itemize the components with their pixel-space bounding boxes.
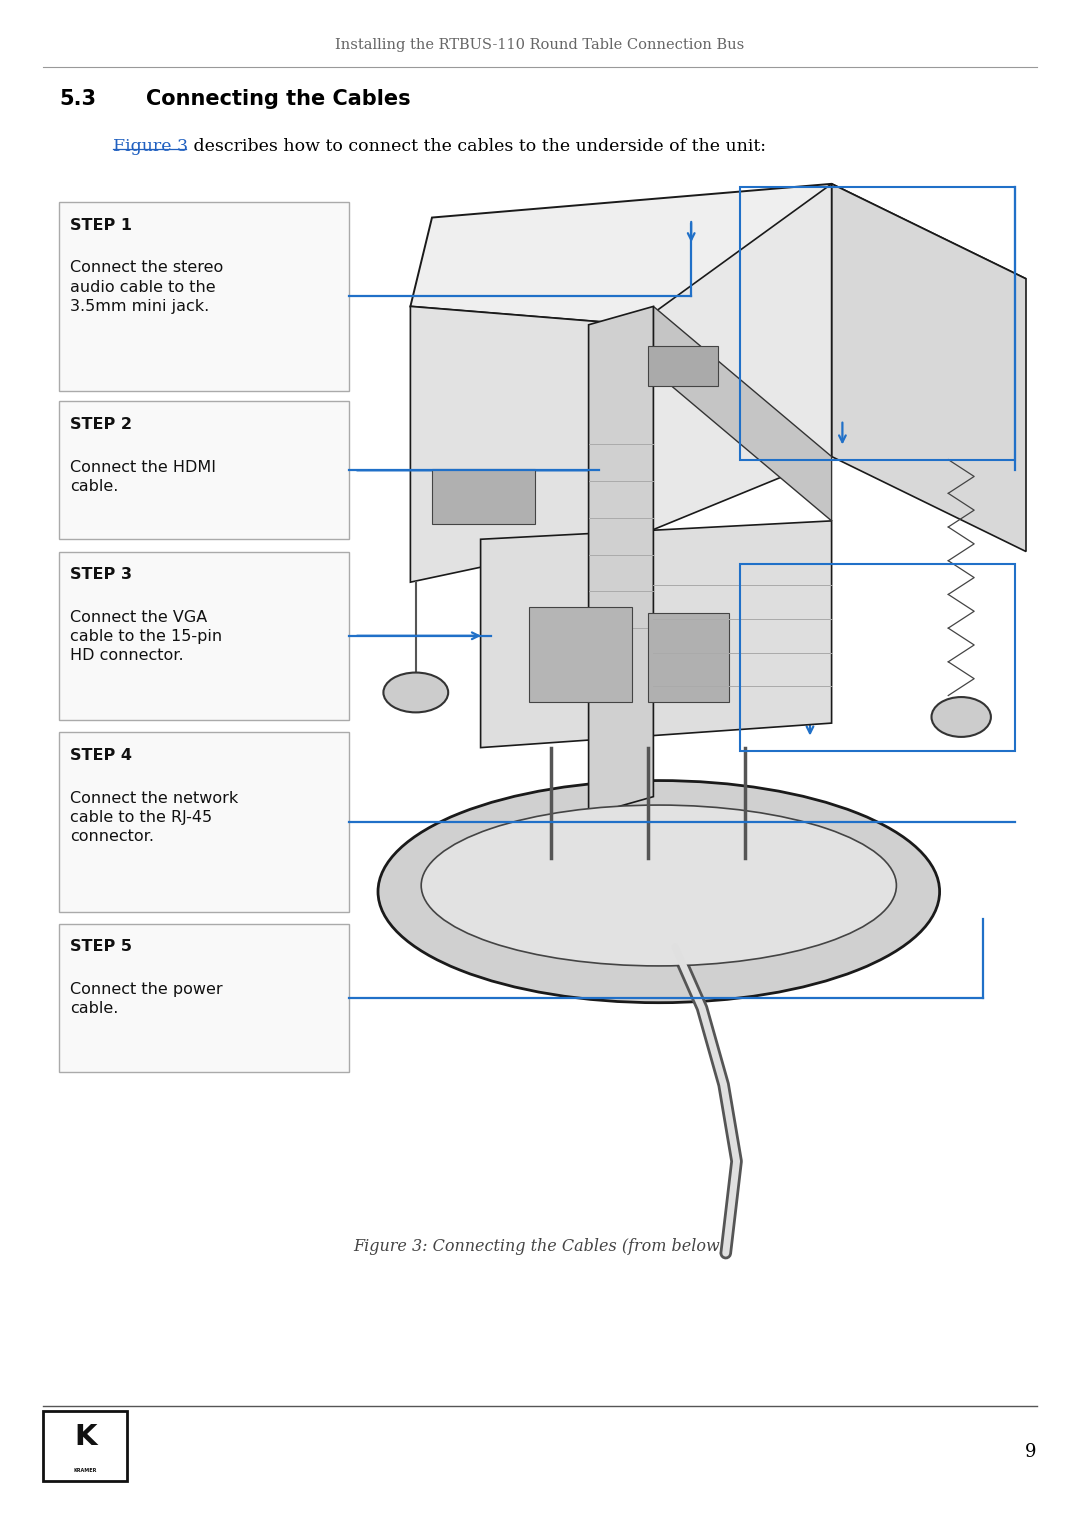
Text: KRAMER: KRAMER <box>73 1468 97 1474</box>
Bar <box>59 924 349 1072</box>
Text: STEP 2: STEP 2 <box>70 417 132 432</box>
Bar <box>59 732 349 912</box>
Text: STEP 3: STEP 3 <box>70 567 132 582</box>
Text: Connect the network
cable to the RJ-45
connector.: Connect the network cable to the RJ-45 c… <box>70 791 239 844</box>
Text: Installing the RTBUS-110 Round Table Connection Bus: Installing the RTBUS-110 Round Table Con… <box>336 38 744 52</box>
Text: Connect the VGA
cable to the 15-pin
HD connector.: Connect the VGA cable to the 15-pin HD c… <box>70 610 222 663</box>
Text: STEP 4: STEP 4 <box>70 748 132 763</box>
Ellipse shape <box>383 673 448 712</box>
Polygon shape <box>637 184 832 536</box>
Polygon shape <box>653 306 832 521</box>
Bar <box>740 187 1015 460</box>
Bar <box>432 469 535 524</box>
Text: Connect the HDMI
cable.: Connect the HDMI cable. <box>70 460 216 493</box>
Text: 5.3: 5.3 <box>59 89 96 109</box>
Text: Connect the stereo
audio cable to the
3.5mm mini jack.: Connect the stereo audio cable to the 3.… <box>70 260 224 314</box>
Bar <box>59 552 349 720</box>
Ellipse shape <box>931 697 991 737</box>
Text: Figure 3: Figure 3 <box>113 138 189 155</box>
Text: Connecting the Cables: Connecting the Cables <box>146 89 410 109</box>
Bar <box>43 1411 127 1481</box>
Bar <box>59 401 349 539</box>
Bar <box>740 564 1015 751</box>
Polygon shape <box>410 306 637 582</box>
Bar <box>648 613 729 702</box>
Bar <box>648 346 718 386</box>
Text: 9: 9 <box>1025 1443 1037 1462</box>
Text: STEP 1: STEP 1 <box>70 218 132 233</box>
Text: Connect the power
cable.: Connect the power cable. <box>70 982 222 1016</box>
Polygon shape <box>481 521 832 748</box>
Text: K: K <box>75 1423 96 1451</box>
Polygon shape <box>832 184 1026 552</box>
Polygon shape <box>410 184 1026 325</box>
Text: Figure 3: Connecting the Cables (from below): Figure 3: Connecting the Cables (from be… <box>353 1238 727 1255</box>
Bar <box>59 202 349 391</box>
Ellipse shape <box>421 806 896 967</box>
Bar <box>529 607 632 702</box>
Polygon shape <box>589 306 653 815</box>
Text: describes how to connect the cables to the underside of the unit:: describes how to connect the cables to t… <box>188 138 766 155</box>
Ellipse shape <box>378 781 940 1003</box>
Text: STEP 5: STEP 5 <box>70 939 132 954</box>
